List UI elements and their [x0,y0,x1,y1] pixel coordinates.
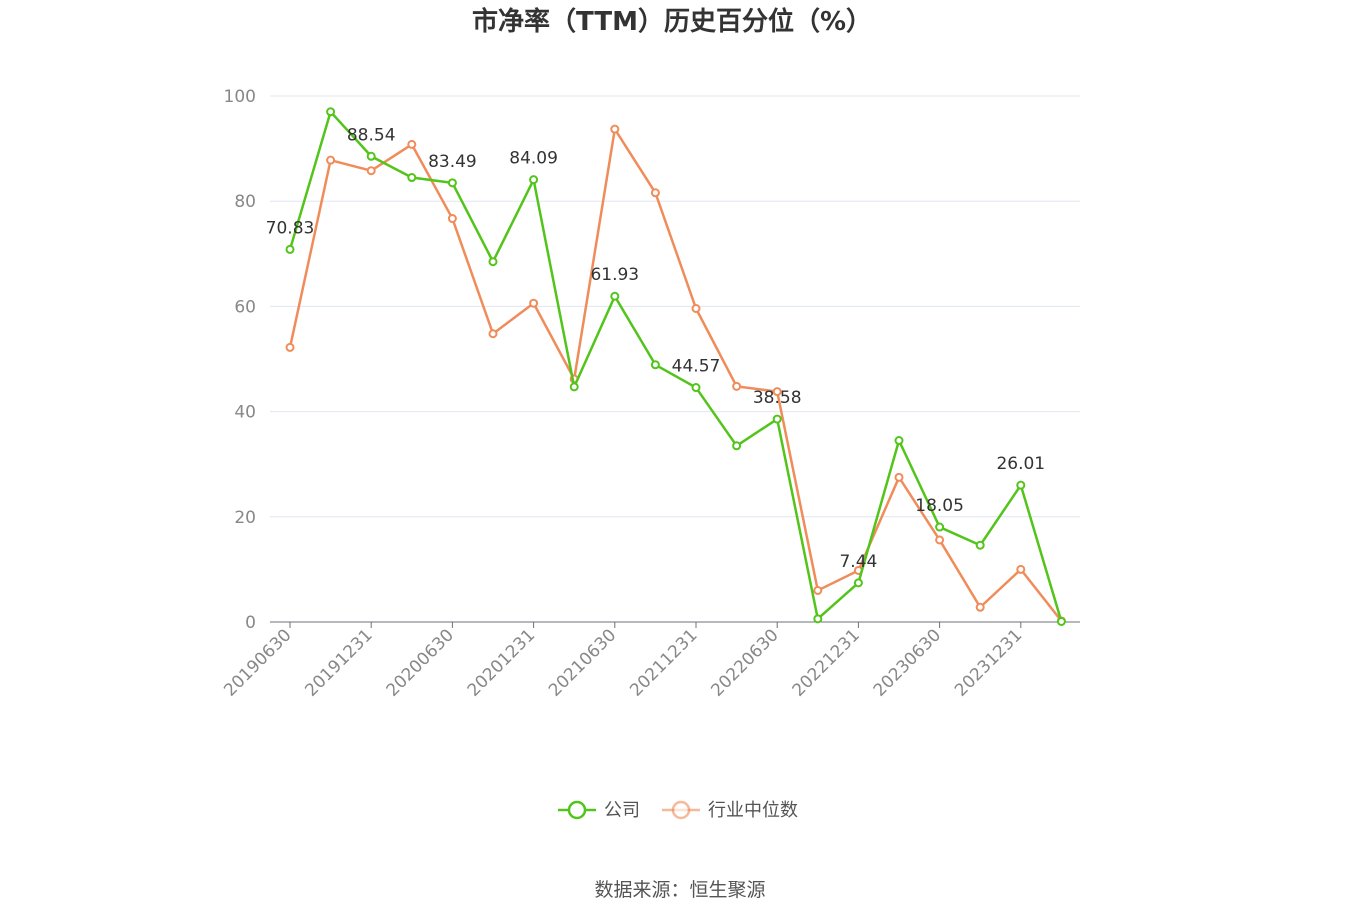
y-tick-label: 0 [245,613,256,633]
legend-marker [567,800,587,820]
data-point[interactable] [407,173,417,183]
x-tick-label: 20231231 [951,625,1026,700]
series-layer [285,107,1066,626]
data-point[interactable] [529,175,539,185]
legend-label: 行业中位数 [708,800,798,821]
y-tick-label: 60 [234,297,256,317]
x-tick-label: 20221231 [789,625,864,700]
data-point[interactable] [610,291,620,301]
data-point[interactable] [488,257,498,267]
data-point[interactable] [772,414,782,424]
data-point[interactable] [366,166,376,176]
data-point[interactable] [894,472,904,482]
data-point[interactable] [732,381,742,391]
x-tick-label: 20190630 [220,625,295,700]
data-point[interactable] [691,383,701,393]
data-label: 7.44 [839,552,877,572]
legend-marker [671,800,691,820]
axes: 0 20 40 60 80 100 20190630 20191231 20200630 2020… [220,87,1080,701]
data-point[interactable] [447,214,457,224]
data-point[interactable] [366,151,376,161]
x-tick-label: 20211231 [626,625,701,700]
y-tick-label: 40 [234,403,256,423]
data-point[interactable] [772,387,782,397]
y-tick-label: 20 [234,508,256,528]
data-point[interactable] [813,585,823,595]
data-label: 88.54 [347,125,396,145]
data-point[interactable] [447,178,457,188]
data-label: 70.83 [266,218,315,238]
data-point[interactable] [488,329,498,339]
x-tick-label: 20230630 [870,625,945,700]
source-note: 数据来源：恒生聚源 [594,879,765,901]
y-tick-label: 80 [234,192,256,212]
data-point[interactable] [732,441,742,451]
data-point[interactable] [1056,616,1066,626]
series-line [288,127,1063,622]
data-point[interactable] [569,382,579,392]
data-label: 61.93 [590,265,639,285]
data-point[interactable] [407,139,417,149]
series-line [288,110,1063,622]
data-point[interactable] [650,188,660,198]
data-point[interactable] [691,304,701,314]
x-tick-label: 20201231 [464,625,539,700]
legend-item-industry-median[interactable]: 行业中位数 [662,800,798,821]
data-point[interactable] [1016,564,1026,574]
data-point[interactable] [975,602,985,612]
data-point[interactable] [650,360,660,370]
data-point[interactable] [975,540,985,550]
x-tick-label: 20200630 [383,625,458,700]
y-tick-label: 100 [224,87,256,107]
data-point[interactable] [935,535,945,545]
data-point[interactable] [853,578,863,588]
legend-label: 公司 [604,800,640,821]
data-label: 83.49 [428,152,477,172]
data-point[interactable] [1016,480,1026,490]
data-label: 44.57 [672,357,721,377]
data-point[interactable] [285,244,295,254]
legend-item-company[interactable]: 公司 [558,800,640,821]
data-labels: 70.83 88.54 83.49 84.09 61.93 44.57 38.58 7.44 1… [266,125,1045,572]
data-point[interactable] [529,298,539,308]
data-point[interactable] [326,107,336,117]
x-tick-label: 20210630 [545,625,620,700]
data-point[interactable] [285,342,295,352]
data-label: 18.05 [915,496,964,516]
data-label: 26.01 [996,454,1045,474]
x-tick-label: 20191231 [301,625,376,700]
data-label: 38.58 [753,388,802,408]
data-point[interactable] [610,124,620,134]
series-company [285,107,1066,626]
legend[interactable]: 公司 行业中位数 [558,800,798,821]
data-point[interactable] [813,614,823,624]
data-point[interactable] [894,436,904,446]
data-point[interactable] [935,522,945,532]
chart-title: 市净率（TTM）历史百分位（%） [472,6,872,37]
grid-lines [270,95,1080,518]
data-label: 84.09 [509,149,558,169]
x-tick-label: 20220630 [707,625,782,700]
data-point[interactable] [326,155,336,165]
